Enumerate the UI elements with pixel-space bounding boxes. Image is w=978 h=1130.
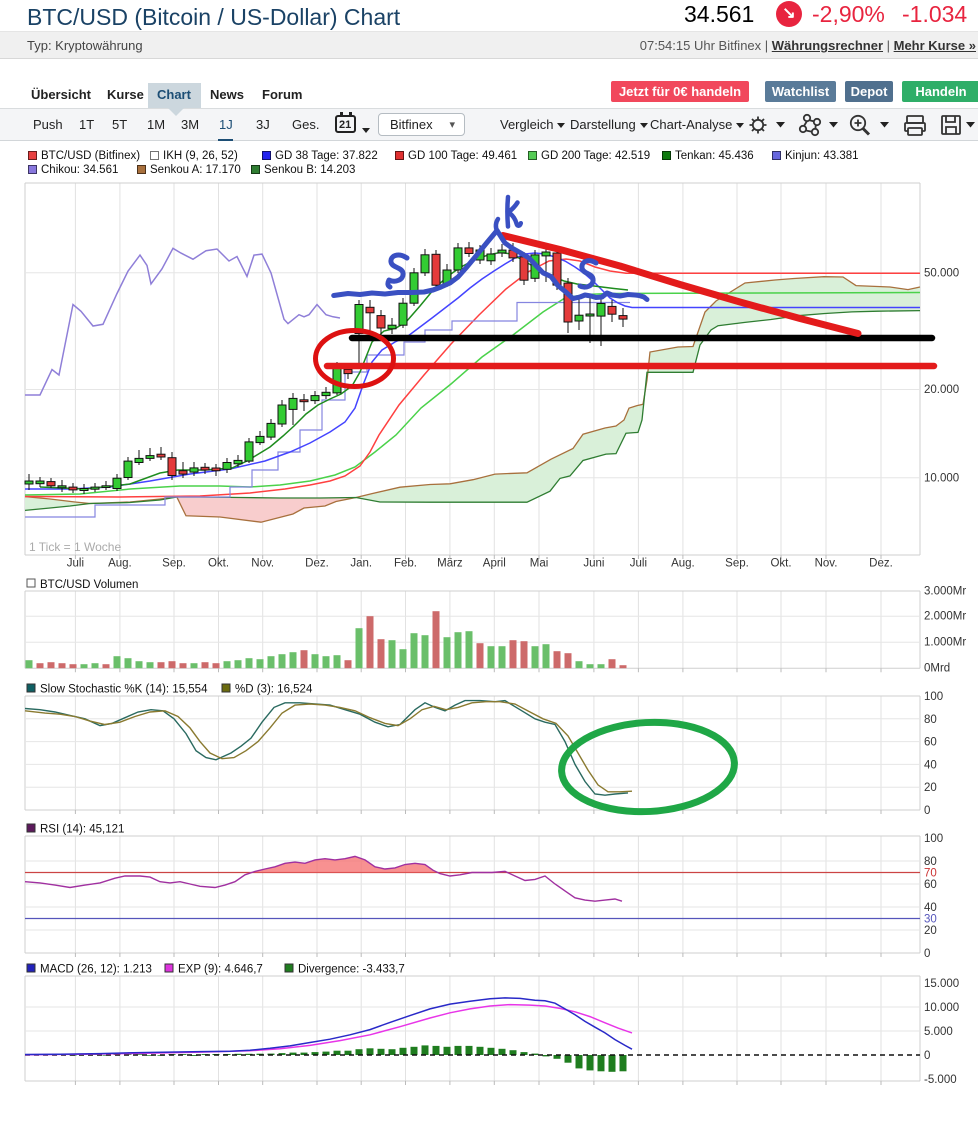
svg-text:70: 70 [924, 868, 937, 880]
svg-text:März: März [437, 558, 463, 570]
svg-text:80: 80 [924, 714, 937, 726]
svg-text:5.000: 5.000 [924, 1026, 953, 1038]
svg-text:50.000: 50.000 [924, 268, 959, 280]
svg-text:Juli: Juli [67, 558, 84, 570]
svg-text:0Mrd: 0Mrd [924, 663, 950, 675]
svg-text:Sep.: Sep. [162, 558, 186, 570]
svg-text:%D (3): 16,524: %D (3): 16,524 [235, 684, 313, 696]
svg-text:10.000: 10.000 [924, 473, 959, 485]
svg-text:Juni: Juni [583, 558, 604, 570]
svg-text:100: 100 [924, 833, 943, 845]
svg-text:1.000Mr: 1.000Mr [924, 637, 966, 649]
svg-text:Nov.: Nov. [251, 558, 274, 570]
svg-text:MACD (26, 12): 1.213: MACD (26, 12): 1.213 [40, 964, 152, 976]
svg-text:30: 30 [924, 914, 937, 926]
svg-text:Slow Stochastic %K (14): 15,55: Slow Stochastic %K (14): 15,554 [40, 684, 208, 696]
svg-text:Aug.: Aug. [108, 558, 132, 570]
svg-text:3.000Mr: 3.000Mr [924, 585, 966, 597]
svg-text:0: 0 [924, 948, 930, 960]
svg-text:80: 80 [924, 856, 937, 868]
svg-text:Feb.: Feb. [394, 558, 417, 570]
svg-text:Divergence: -3.433,7: Divergence: -3.433,7 [298, 964, 405, 976]
svg-text:0: 0 [924, 805, 930, 817]
svg-text:60: 60 [924, 879, 937, 891]
svg-text:15.000: 15.000 [924, 978, 959, 990]
svg-text:-5.000: -5.000 [924, 1074, 957, 1086]
svg-text:Okt.: Okt. [208, 558, 229, 570]
svg-text:BTC/USD Volumen: BTC/USD Volumen [40, 579, 138, 591]
svg-text:20: 20 [924, 925, 937, 937]
svg-text:20.000: 20.000 [924, 384, 959, 396]
svg-text:Dez.: Dez. [305, 558, 329, 570]
svg-text:20: 20 [924, 782, 937, 794]
svg-text:Okt.: Okt. [770, 558, 791, 570]
svg-text:Sep.: Sep. [725, 558, 749, 570]
svg-text:April: April [483, 558, 506, 570]
svg-text:EXP (9): 4.646,7: EXP (9): 4.646,7 [178, 964, 263, 976]
svg-text:1 Tick = 1 Woche: 1 Tick = 1 Woche [29, 540, 121, 554]
svg-text:Nov.: Nov. [815, 558, 838, 570]
svg-text:Mai: Mai [530, 558, 549, 570]
svg-text:RSI (14): 45,121: RSI (14): 45,121 [40, 824, 124, 836]
svg-text:40: 40 [924, 902, 937, 914]
svg-text:10.000: 10.000 [924, 1002, 959, 1014]
svg-text:100: 100 [924, 691, 943, 703]
svg-text:40: 40 [924, 759, 937, 771]
svg-text:Jan.: Jan. [350, 558, 372, 570]
svg-text:Juli: Juli [630, 558, 647, 570]
svg-text:60: 60 [924, 737, 937, 749]
svg-text:0: 0 [924, 1050, 930, 1062]
svg-text:2.000Mr: 2.000Mr [924, 611, 966, 623]
svg-text:Dez.: Dez. [869, 558, 893, 570]
svg-text:Aug.: Aug. [671, 558, 695, 570]
